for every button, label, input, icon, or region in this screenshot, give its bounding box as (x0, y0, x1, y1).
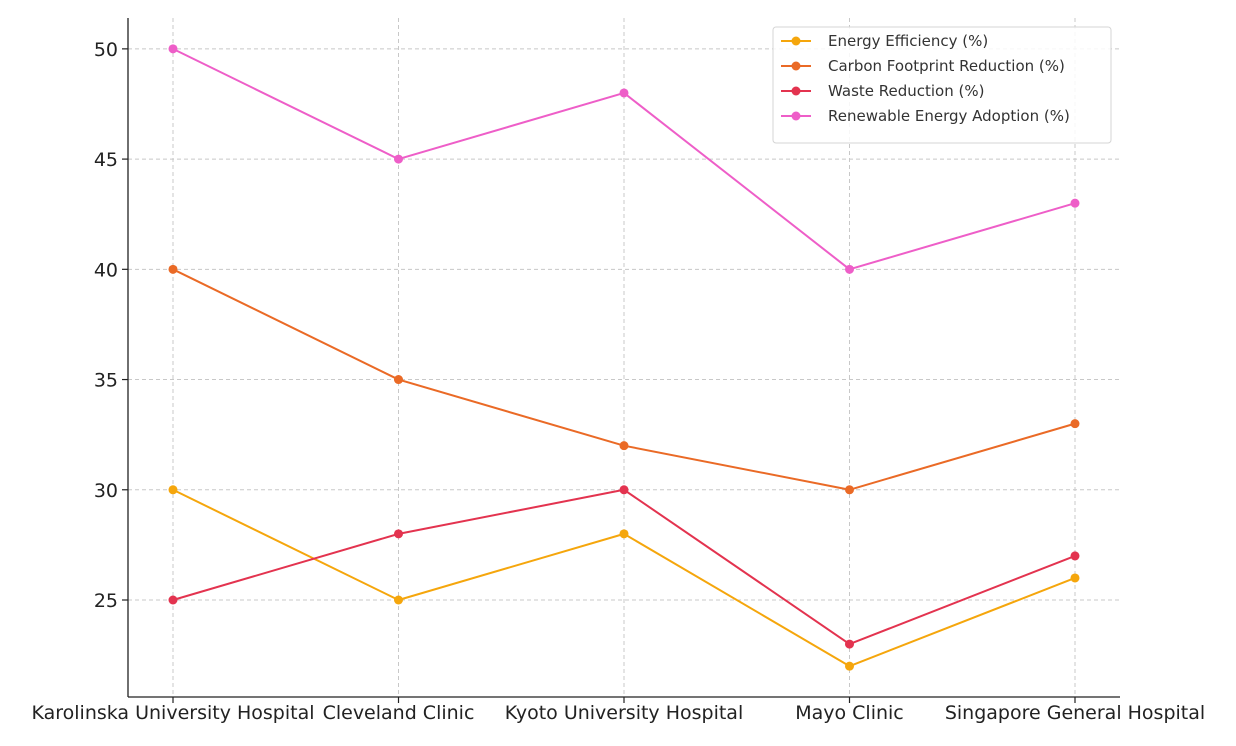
y-tick-label: 40 (94, 259, 118, 281)
data-point (394, 375, 403, 385)
legend-entry: Waste Reduction (%) (781, 82, 984, 100)
legend-entry: Renewable Energy Adoption (%) (781, 107, 1070, 125)
legend-swatch-marker (791, 111, 801, 121)
legend-swatch-marker (791, 61, 801, 71)
data-point (1070, 198, 1080, 208)
data-point (1070, 419, 1080, 429)
x-tick-label: Mayo Clinic (795, 702, 904, 724)
series-2 (168, 264, 1080, 495)
data-point (845, 639, 854, 649)
data-point (845, 264, 854, 274)
legend-entry: Carbon Footprint Reduction (%) (781, 57, 1065, 75)
tick-labels: 25 30 35 40 45 50 Karolinska University Hospit… (31, 39, 1205, 724)
data-point (168, 485, 178, 495)
data-point (845, 661, 854, 671)
legend-box (772, 26, 1112, 144)
legend-label: Energy Efficiency (%) (828, 32, 988, 50)
data-point (168, 595, 178, 605)
series-line (172, 268, 1076, 491)
x-tick-label: Kyoto University Hospital (505, 702, 743, 724)
legend-swatch-marker (791, 36, 801, 46)
data-point (168, 264, 178, 274)
x-tick-label: Karolinska University Hospital (31, 702, 314, 724)
y-tick-label: 50 (94, 39, 118, 61)
legend-label: Waste Reduction (%) (828, 82, 984, 100)
data-point (394, 154, 403, 164)
x-tick-label: Singapore General Hospital (945, 702, 1205, 724)
data-point (619, 441, 629, 451)
legend: Energy Efficiency (%) Carbon Footprint Re… (772, 26, 1112, 144)
legend-swatch-marker (791, 86, 801, 96)
legend-label: Carbon Footprint Reduction (%) (828, 57, 1065, 75)
legend-entry: Energy Efficiency (%) (781, 32, 988, 50)
x-tick-label: Cleveland Clinic (323, 702, 475, 724)
y-tick-label: 30 (94, 480, 118, 502)
data-point (168, 44, 178, 54)
legend-label: Renewable Energy Adoption (%) (828, 107, 1070, 125)
data-point (845, 485, 854, 495)
data-point (394, 595, 403, 605)
y-tick-label: 45 (94, 149, 118, 171)
series-3 (168, 485, 1080, 649)
series-1 (168, 485, 1080, 671)
data-point (1070, 551, 1080, 561)
data-point (619, 485, 629, 495)
y-tick-label: 35 (94, 370, 118, 392)
data-point (1070, 573, 1080, 583)
data-point (619, 88, 629, 98)
data-point (394, 529, 403, 539)
series-4 (168, 44, 1080, 274)
data-point (619, 529, 629, 539)
series (168, 44, 1080, 671)
y-tick-label: 25 (94, 590, 118, 612)
